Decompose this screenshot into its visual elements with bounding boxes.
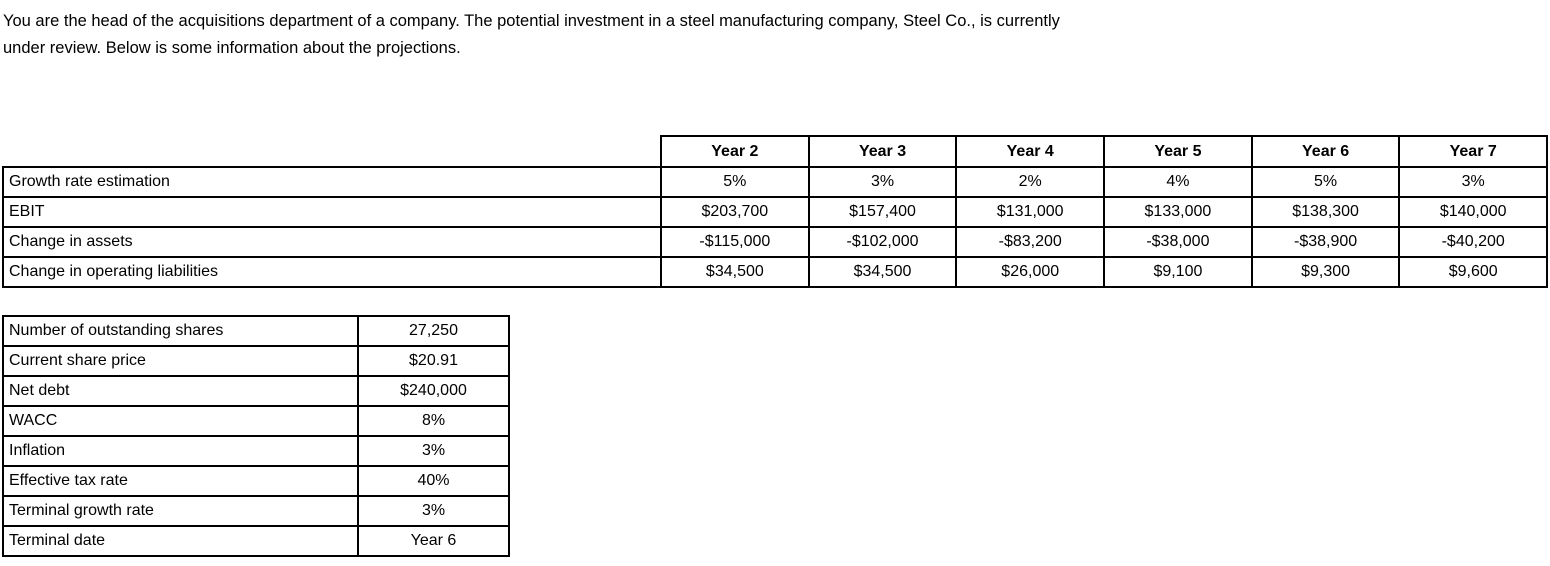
row-label-terminal-date: Terminal date bbox=[2, 525, 359, 557]
change-in-assets-year-3: -$102,000 bbox=[807, 226, 958, 258]
table-row-terminal-date: Terminal date Year 6 bbox=[2, 525, 510, 557]
row-label-ebit: EBIT bbox=[2, 196, 662, 228]
projections-table: Year 2 Year 3 Year 4 Year 5 Year 6 Year … bbox=[2, 135, 1548, 288]
ebit-year-5: $133,000 bbox=[1103, 196, 1253, 228]
ebit-year-7: $140,000 bbox=[1398, 196, 1548, 228]
ebit-year-3: $157,400 bbox=[807, 196, 958, 228]
growth-rate-year-2: 5% bbox=[660, 166, 810, 198]
column-header-year-5: Year 5 bbox=[1103, 135, 1253, 168]
change-in-assets-year-7: -$40,200 bbox=[1398, 226, 1548, 258]
wacc-value: 8% bbox=[357, 405, 510, 437]
effective-tax-rate-value: 40% bbox=[357, 465, 510, 497]
table-row-change-in-operating-liabilities: Change in operating liabilities $34,500 … bbox=[2, 256, 1548, 288]
row-label-outstanding-shares: Number of outstanding shares bbox=[2, 315, 359, 347]
growth-rate-year-6: 5% bbox=[1250, 166, 1401, 198]
table-row-effective-tax-rate: Effective tax rate 40% bbox=[2, 465, 510, 497]
column-header-year-4: Year 4 bbox=[955, 135, 1106, 168]
change-in-assets-year-6: -$38,900 bbox=[1250, 226, 1401, 258]
row-label-current-share-price: Current share price bbox=[2, 345, 359, 377]
row-label-growth-rate: Growth rate estimation bbox=[2, 166, 662, 198]
ebit-year-6: $138,300 bbox=[1250, 196, 1401, 228]
table-row-growth-rate: Growth rate estimation 5% 3% 2% 4% 5% 3% bbox=[2, 166, 1548, 198]
table-row-change-in-assets: Change in assets -$115,000 -$102,000 -$8… bbox=[2, 226, 1548, 258]
terminal-growth-rate-value: 3% bbox=[357, 495, 510, 527]
change-in-assets-year-5: -$38,000 bbox=[1103, 226, 1253, 258]
table-row-ebit: EBIT $203,700 $157,400 $131,000 $133,000… bbox=[2, 196, 1548, 228]
change-in-op-liabilities-year-3: $34,500 bbox=[807, 256, 958, 288]
change-in-op-liabilities-year-5: $9,100 bbox=[1103, 256, 1253, 288]
current-share-price-value: $20.91 bbox=[357, 345, 510, 377]
row-label-effective-tax-rate: Effective tax rate bbox=[2, 465, 359, 497]
projections-corner-cell bbox=[3, 136, 661, 167]
table-row-current-share-price: Current share price $20.91 bbox=[2, 345, 510, 377]
change-in-op-liabilities-year-4: $26,000 bbox=[955, 256, 1106, 288]
ebit-year-4: $131,000 bbox=[955, 196, 1106, 228]
intro-line-1: You are the head of the acquisitions dep… bbox=[3, 12, 1060, 30]
table-row-outstanding-shares: Number of outstanding shares 27,250 bbox=[2, 315, 510, 347]
assumptions-table: Number of outstanding shares 27,250 Curr… bbox=[2, 315, 510, 557]
change-in-op-liabilities-year-6: $9,300 bbox=[1250, 256, 1401, 288]
change-in-assets-year-4: -$83,200 bbox=[955, 226, 1106, 258]
column-header-year-3: Year 3 bbox=[807, 135, 958, 168]
intro-paragraph: You are the head of the acquisitions dep… bbox=[3, 8, 1060, 62]
inflation-value: 3% bbox=[357, 435, 510, 467]
change-in-op-liabilities-year-2: $34,500 bbox=[660, 256, 810, 288]
growth-rate-year-3: 3% bbox=[807, 166, 958, 198]
table-row-wacc: WACC 8% bbox=[2, 405, 510, 437]
table-row-inflation: Inflation 3% bbox=[2, 435, 510, 467]
column-header-year-2: Year 2 bbox=[660, 135, 810, 168]
table-row-net-debt: Net debt $240,000 bbox=[2, 375, 510, 407]
row-label-wacc: WACC bbox=[2, 405, 359, 437]
intro-line-2: under review. Below is some information … bbox=[3, 39, 461, 57]
row-label-change-in-assets: Change in assets bbox=[2, 226, 662, 258]
column-header-year-6: Year 6 bbox=[1250, 135, 1401, 168]
net-debt-value: $240,000 bbox=[357, 375, 510, 407]
growth-rate-year-7: 3% bbox=[1398, 166, 1548, 198]
change-in-assets-year-2: -$115,000 bbox=[660, 226, 810, 258]
outstanding-shares-value: 27,250 bbox=[357, 315, 510, 347]
change-in-op-liabilities-year-7: $9,600 bbox=[1398, 256, 1548, 288]
table-row-terminal-growth-rate: Terminal growth rate 3% bbox=[2, 495, 510, 527]
row-label-terminal-growth-rate: Terminal growth rate bbox=[2, 495, 359, 527]
row-label-net-debt: Net debt bbox=[2, 375, 359, 407]
column-header-year-7: Year 7 bbox=[1398, 135, 1548, 168]
row-label-inflation: Inflation bbox=[2, 435, 359, 467]
projections-header-row: Year 2 Year 3 Year 4 Year 5 Year 6 Year … bbox=[3, 135, 1548, 168]
row-label-change-in-operating-liabilities: Change in operating liabilities bbox=[2, 256, 662, 288]
growth-rate-year-5: 4% bbox=[1103, 166, 1253, 198]
ebit-year-2: $203,700 bbox=[660, 196, 810, 228]
growth-rate-year-4: 2% bbox=[955, 166, 1106, 198]
terminal-date-value: Year 6 bbox=[357, 525, 510, 557]
